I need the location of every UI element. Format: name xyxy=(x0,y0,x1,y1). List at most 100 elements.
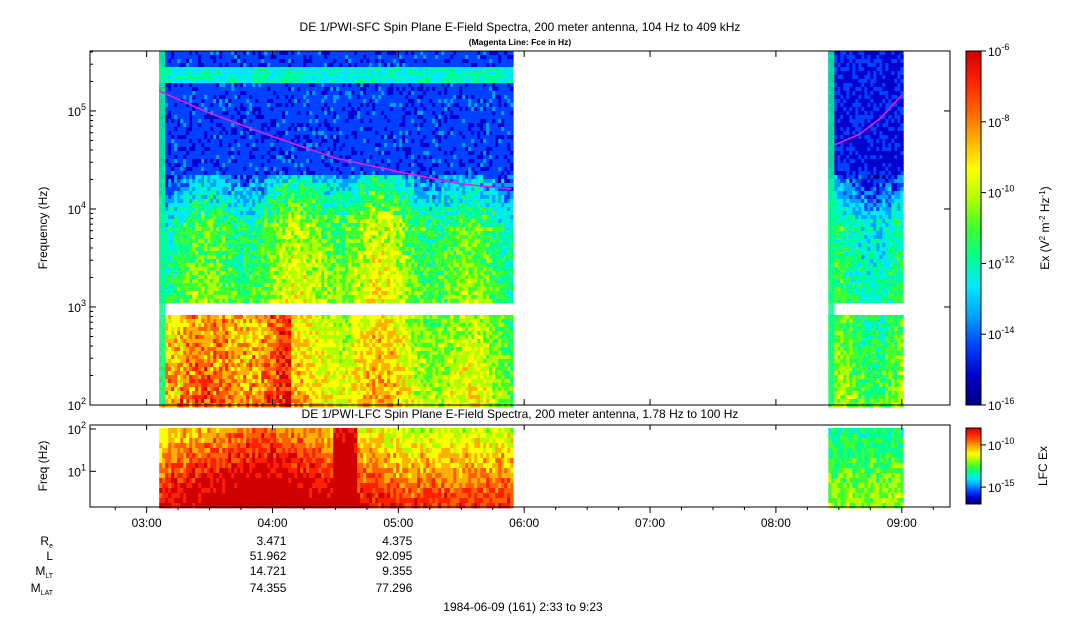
top-heat-cell xyxy=(249,211,253,216)
top-heat-cell xyxy=(276,327,280,332)
top-heat-cell xyxy=(177,59,181,64)
top-heat-cell xyxy=(213,223,217,228)
top-heat-cell xyxy=(324,83,328,88)
top-heat-cell xyxy=(276,395,280,400)
top-heat-cell xyxy=(189,187,193,192)
top-heat-cell xyxy=(249,323,253,328)
top-heat-cell xyxy=(225,59,229,64)
top-heat-cell xyxy=(249,95,253,100)
top-heat-cell xyxy=(267,295,271,300)
top-heat-cell xyxy=(315,283,319,288)
top-heat-cell xyxy=(327,79,331,84)
top-heat-cell xyxy=(315,71,319,76)
top-heat-cell xyxy=(255,91,259,96)
top-heat-cell xyxy=(324,87,328,92)
top-heat-cell xyxy=(219,283,223,288)
top-heat-cell xyxy=(294,135,298,140)
top-heat-cell xyxy=(324,335,328,340)
top-heat-cell xyxy=(318,119,322,124)
top-heat-cell xyxy=(183,87,187,92)
top-heat-cell xyxy=(249,227,253,232)
top-heat-cell xyxy=(282,327,286,332)
top-heat-cell xyxy=(300,183,304,188)
top-heat-cell xyxy=(306,175,310,180)
top-heat-cell xyxy=(201,123,205,128)
top-heat-cell xyxy=(315,51,319,56)
top-heat-cell xyxy=(186,207,190,212)
top-heat-cell xyxy=(300,375,304,380)
top-heat-cell xyxy=(231,183,235,188)
top-heat-cell xyxy=(177,191,181,196)
top-heat-cell xyxy=(309,287,313,292)
top-heat-cell xyxy=(288,87,292,92)
top-heat-cell xyxy=(246,255,250,260)
top-heat-cell xyxy=(264,263,268,268)
top-heat-cell xyxy=(192,371,196,376)
top-heat-cell xyxy=(213,235,217,240)
top-heat-cell xyxy=(183,283,187,288)
top-heat-cell xyxy=(174,315,178,320)
top-heat-cell xyxy=(267,139,271,144)
top-heat-cell xyxy=(201,67,205,72)
top-heat-cell xyxy=(264,63,268,68)
top-heat-cell xyxy=(300,247,304,252)
top-heat-cell xyxy=(288,195,292,200)
top-heat-cell xyxy=(327,263,331,268)
top-heat-cell xyxy=(165,383,169,388)
top-heat-cell xyxy=(309,207,313,212)
top-heat-cell xyxy=(231,167,235,172)
top-heat-cell xyxy=(213,55,217,60)
top-heat-cell xyxy=(243,171,247,176)
top-heat-cell xyxy=(270,331,274,336)
top-heat-cell xyxy=(186,83,190,88)
top-heat-cell xyxy=(315,331,319,336)
top-heat-cell xyxy=(312,291,316,296)
top-heat-cell xyxy=(300,235,304,240)
top-heat-cell xyxy=(297,319,301,324)
top-heat-cell xyxy=(321,263,325,268)
top-heat-cell xyxy=(225,363,229,368)
top-heat-cell xyxy=(183,195,187,200)
top-heat-cell xyxy=(318,71,322,76)
top-heat-cell xyxy=(189,343,193,348)
top-heat-cell xyxy=(237,99,241,104)
top-heat-cell xyxy=(315,275,319,280)
top-heat-cell xyxy=(279,119,283,124)
top-heat-cell xyxy=(306,255,310,260)
top-heat-cell xyxy=(177,51,181,56)
top-heat-cell xyxy=(213,375,217,380)
top-heat-cell xyxy=(279,275,283,280)
top-heat-cell xyxy=(318,351,322,356)
top-heat-cell xyxy=(222,275,226,280)
top-heat-cell xyxy=(189,179,193,184)
top-heat-cell xyxy=(288,131,292,136)
top-heat-cell xyxy=(225,359,229,364)
top-heat-cell xyxy=(234,255,238,260)
top-heat-cell xyxy=(276,319,280,324)
top-heat-cell xyxy=(324,147,328,152)
top-heat-cell xyxy=(171,183,175,188)
top-heat-cell xyxy=(189,359,193,364)
top-heat-cell xyxy=(291,167,295,172)
top-heat-cell xyxy=(186,131,190,136)
top-heat-cell xyxy=(258,79,262,84)
top-heat-cell xyxy=(264,159,268,164)
top-heat-cell xyxy=(261,163,265,168)
top-heat-cell xyxy=(270,211,274,216)
top-heat-cell xyxy=(249,383,253,388)
top-heat-cell xyxy=(327,335,331,340)
top-heat-cell xyxy=(312,267,316,272)
top-heat-cell xyxy=(219,163,223,168)
top-heat-cell xyxy=(255,367,259,372)
top-heat-cell xyxy=(201,295,205,300)
top-heat-cell xyxy=(288,287,292,292)
top-heat-cell xyxy=(258,347,262,352)
top-heat-cell xyxy=(204,295,208,300)
top-heat-cell xyxy=(327,319,331,324)
top-heat-cell xyxy=(324,163,328,168)
top-heat-cell xyxy=(285,131,289,136)
top-heat-cell xyxy=(243,167,247,172)
top-heat-cell xyxy=(225,231,229,236)
top-heat-cell xyxy=(183,111,187,116)
top-heat-cell xyxy=(198,179,202,184)
